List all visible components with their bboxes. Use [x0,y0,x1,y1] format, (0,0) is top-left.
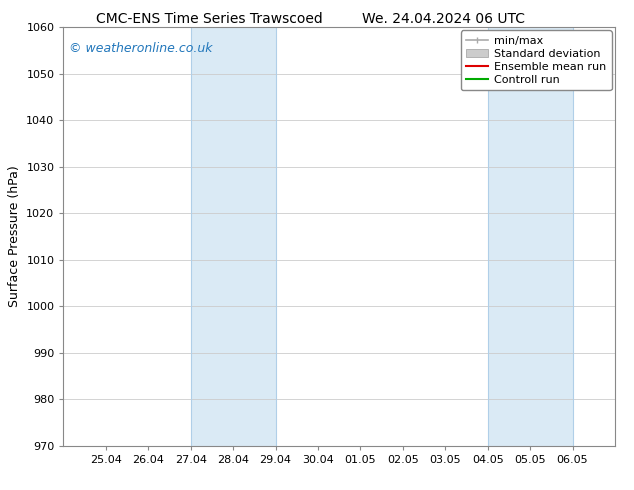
Bar [488,27,573,446]
Bar [191,27,276,446]
Y-axis label: Surface Pressure (hPa): Surface Pressure (hPa) [8,166,21,307]
Text: We. 24.04.2024 06 UTC: We. 24.04.2024 06 UTC [362,12,526,26]
Text: © weatheronline.co.uk: © weatheronline.co.uk [69,42,212,54]
Text: CMC-ENS Time Series Trawscoed: CMC-ENS Time Series Trawscoed [96,12,323,26]
Legend: min/max, Standard deviation, Ensemble mean run, Controll run: min/max, Standard deviation, Ensemble me… [460,30,612,90]
